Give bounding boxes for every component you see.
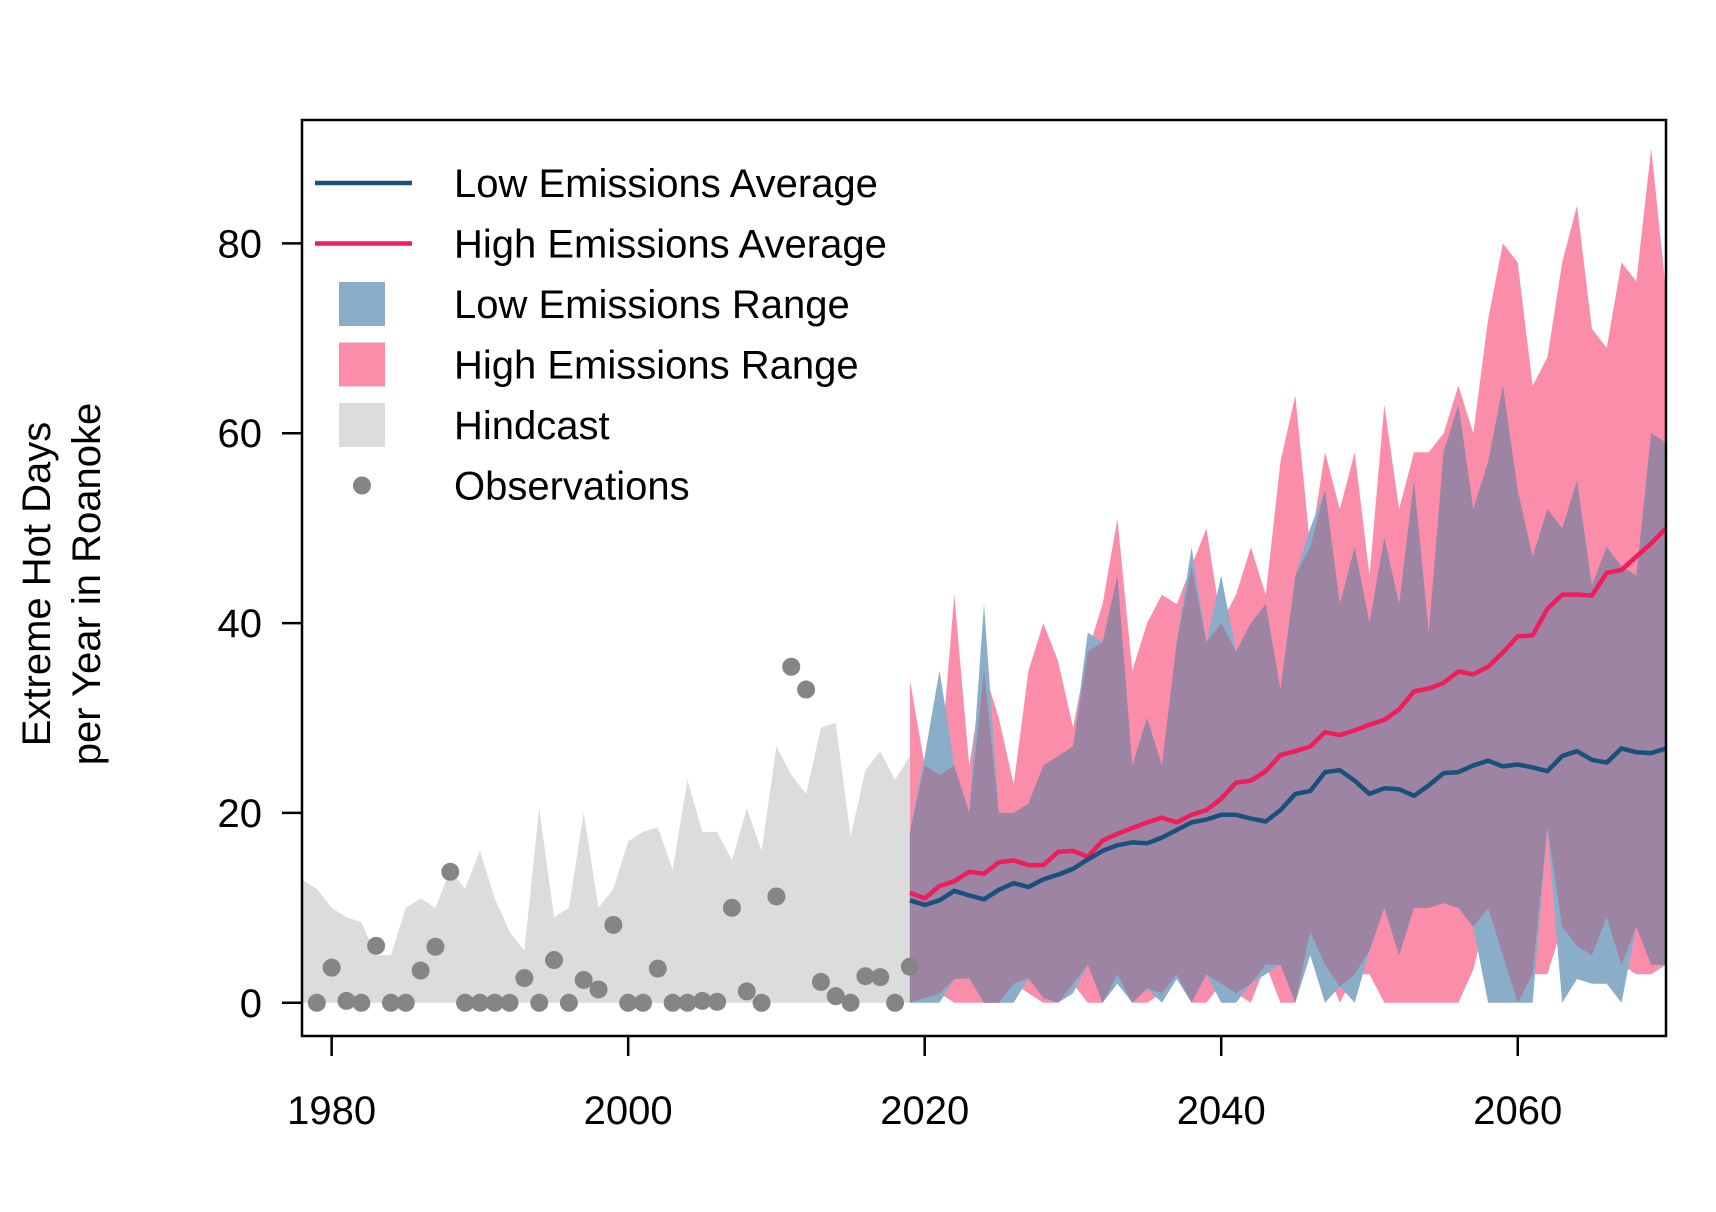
observation-point <box>559 993 578 1012</box>
observation-point <box>367 936 386 955</box>
overlap-range-group <box>909 385 1666 1003</box>
y-tick-label: 60 <box>218 412 263 456</box>
legend-box-swatch <box>339 342 385 387</box>
legend-item: Low Emissions Range <box>339 282 850 327</box>
observation-point <box>604 915 623 934</box>
legend-item: High Emissions Range <box>339 342 859 388</box>
x-tick-label: 2040 <box>1177 1089 1266 1133</box>
observation-point <box>811 972 830 991</box>
observation-point <box>737 982 756 1001</box>
observation-point <box>500 993 519 1012</box>
observation-point <box>693 991 712 1010</box>
legend-item: High Emissions Average <box>315 223 887 267</box>
observation-point <box>826 987 845 1006</box>
high-emissions-average-line <box>909 526 1666 901</box>
legend-label: Low Emissions Average <box>454 162 878 206</box>
y-tick-label: 20 <box>218 792 263 836</box>
observation-point <box>381 993 400 1012</box>
legend: Low Emissions Average High Emissions Aver… <box>315 162 887 509</box>
observation-point <box>470 993 489 1012</box>
legend-label: Observations <box>454 465 690 509</box>
legend-box-swatch <box>339 282 385 326</box>
observation-point <box>782 657 801 676</box>
legend-point-swatch <box>353 476 371 495</box>
legend-label: Low Emissions Range <box>454 283 850 327</box>
plot-frame <box>300 118 1668 1038</box>
observation-point <box>515 969 534 988</box>
x-tick-label: 2000 <box>584 1089 673 1133</box>
legend-item: Low Emissions Average <box>315 162 878 206</box>
observation-point <box>767 887 786 906</box>
observation-point <box>485 993 504 1012</box>
x-tick-label: 2020 <box>880 1089 969 1133</box>
observations-group <box>307 657 919 1012</box>
observation-point <box>678 993 697 1012</box>
observation-point <box>441 862 460 881</box>
observation-point <box>307 993 326 1012</box>
y-axis-title-line: Extreme Hot Days <box>15 422 59 747</box>
legend-label: High Emissions Average <box>454 223 887 267</box>
observation-point <box>856 967 875 986</box>
observation-point <box>619 993 638 1012</box>
y-tick-label: 80 <box>218 222 263 266</box>
legend-item: Observations <box>353 465 690 509</box>
observation-point <box>722 898 741 917</box>
observation-point <box>589 980 608 999</box>
legend-label: High Emissions Range <box>454 344 859 388</box>
observation-point <box>871 968 890 987</box>
hindcast-area <box>302 722 910 1003</box>
observation-point <box>322 958 341 977</box>
legend-box-swatch <box>339 403 385 447</box>
observation-point <box>886 993 905 1012</box>
y-tick-label: 40 <box>218 602 263 646</box>
observation-point <box>752 993 771 1012</box>
observation-point <box>797 680 816 699</box>
observation-point <box>634 993 652 1012</box>
hindcast-area-group <box>302 722 910 1003</box>
y-tick-label: 0 <box>240 982 262 1026</box>
legend-item: Hindcast <box>339 403 610 448</box>
observation-point <box>574 970 593 989</box>
observation-point <box>648 959 667 978</box>
range-overlap-area <box>909 385 1666 1003</box>
legend-label: Hindcast <box>454 404 610 448</box>
observation-point <box>426 937 445 956</box>
x-tick-label: 2060 <box>1473 1089 1562 1133</box>
y-axis-title: Extreme Hot Days per Year in Roanoke <box>15 403 109 766</box>
observation-point <box>708 992 727 1011</box>
observation-point <box>545 951 564 970</box>
x-tick-label: 1980 <box>287 1089 376 1133</box>
observation-point <box>411 961 430 980</box>
observation-point <box>841 993 860 1012</box>
observation-point <box>530 993 549 1012</box>
observation-point <box>900 957 919 976</box>
observation-point <box>352 993 371 1012</box>
observation-point <box>663 993 682 1012</box>
y-axis-title-line: per Year in Roanoke <box>65 403 109 766</box>
average-lines-group <box>909 526 1666 908</box>
observation-point <box>456 993 475 1012</box>
observation-point <box>396 993 415 1012</box>
low-emissions-average-line <box>909 746 1666 908</box>
observation-point <box>337 991 356 1010</box>
